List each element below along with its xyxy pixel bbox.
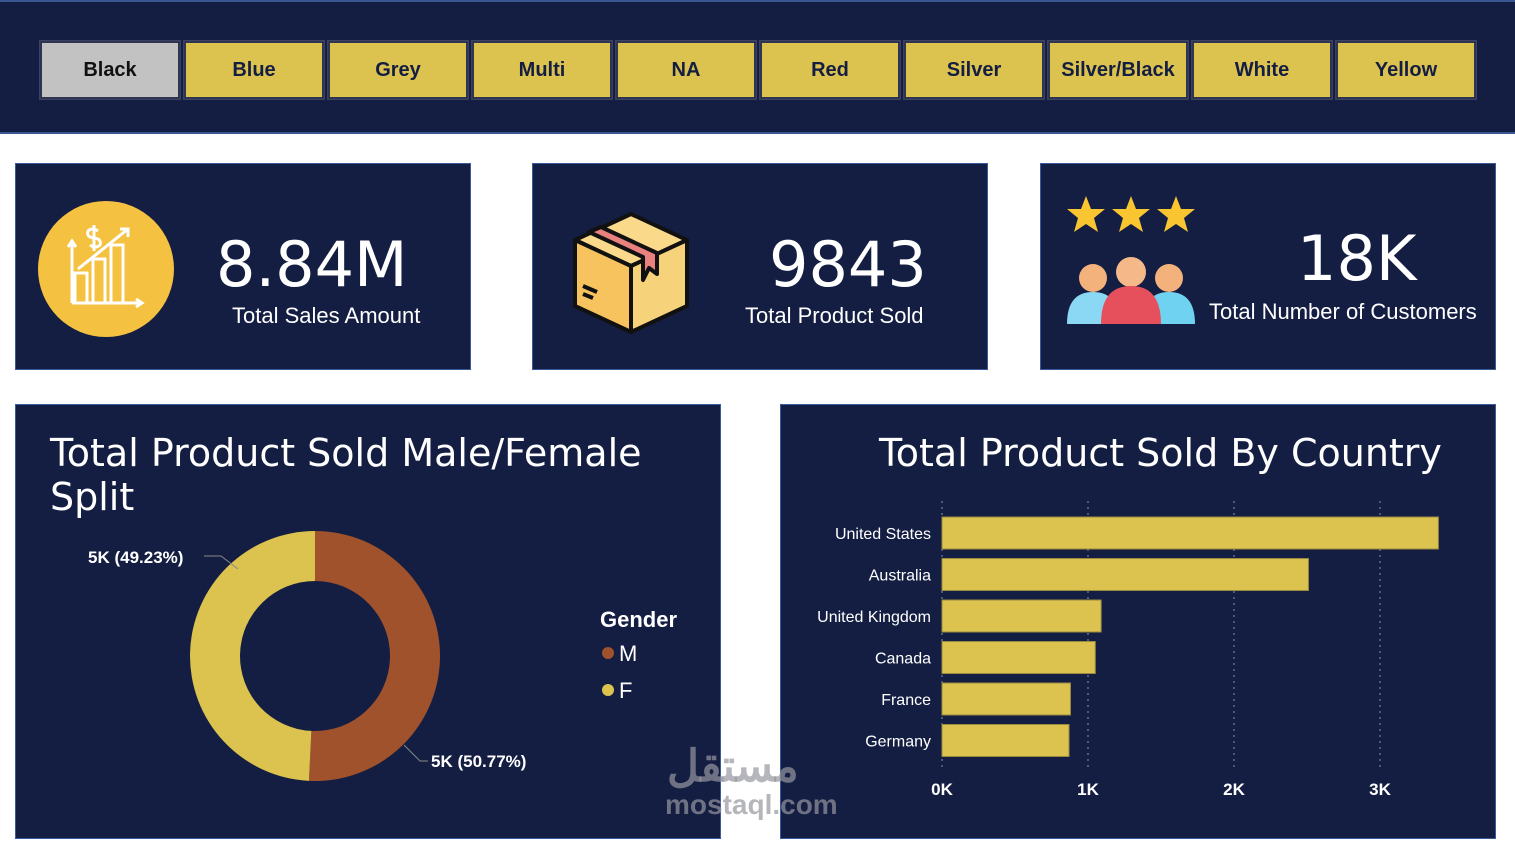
category-label: Australia [869,568,931,585]
bar-germany[interactable] [941,724,1070,757]
bar-canada[interactable] [941,641,1096,674]
country-bar-panel: Total Product Sold By Country 0K 1K 2K 3K Un… [780,404,1496,839]
chart-title: Total Product Sold By Country [879,431,1442,475]
donut-slice-f[interactable] [189,531,315,781]
kpi-value: 18K [1297,222,1417,295]
kpi-label: Total Sales Amount [232,303,421,328]
category-label: United States [835,526,931,543]
leader-line [403,744,428,762]
category-label: France [881,692,931,709]
kpi-label: Total Number of Customers [1209,299,1477,324]
x-tick-label: 3K [1369,780,1391,799]
sales-growth-icon [38,201,174,337]
slicer-option-grey[interactable]: Grey [327,40,469,100]
bar-united-kingdom[interactable] [941,599,1102,633]
data-label-m: 5K (50.77%) [431,752,526,771]
kpi-value: 9843 [769,228,927,301]
watermark: مستقل mostaql.com [665,742,838,821]
category-label: Canada [875,651,931,668]
color-slicer: Black Blue Grey Multi NA Red Silver Silver/Blac… [39,40,1477,100]
slicer-option-silver[interactable]: Silver [903,40,1045,100]
slicer-option-silver-black[interactable]: Silver/Black [1047,40,1189,100]
leader-line [204,555,239,570]
slicer-option-red[interactable]: Red [759,40,901,100]
x-tick-label: 1K [1077,780,1099,799]
kpi-card-customers: 18K Total Number of Customers [1040,163,1496,370]
gender-split-panel: Total Product Sold Male/Female Split 5K … [15,404,721,839]
color-filter-bar: Black Blue Grey Multi NA Red Silver Silver/Blac… [0,0,1515,134]
slicer-option-black[interactable]: Black [39,40,181,100]
bar-france[interactable] [941,682,1071,716]
slicer-option-multi[interactable]: Multi [471,40,613,100]
bar-chart: 0K 1K 2K 3K United States Australia United Kin… [817,501,1439,799]
package-box-icon [573,212,689,334]
slicer-option-blue[interactable]: Blue [183,40,325,100]
legend-label-m[interactable]: M [619,641,637,666]
legend-label-f[interactable]: F [619,678,632,703]
data-label-f: 5K (49.23%) [88,548,183,567]
x-tick-label: 2K [1223,780,1245,799]
category-label: United Kingdom [817,609,931,626]
legend-marker-m [602,647,614,659]
customers-stars-icon [1067,196,1195,324]
bar-australia[interactable] [941,558,1309,591]
legend-title: Gender [600,607,677,632]
slicer-option-white[interactable]: White [1191,40,1333,100]
chart-title: Total Product Sold Male/Female Split [50,431,642,519]
kpi-card-sales: 8.84M Total Sales Amount [15,163,471,370]
legend-marker-f [602,684,614,696]
kpi-card-products: 9843 Total Product Sold [532,163,988,370]
donut-chart: 5K (49.23%) 5K (50.77%) Gender M F [88,531,677,781]
kpi-value: 8.84M [216,228,408,301]
donut-slice-m[interactable] [308,531,440,781]
slicer-option-yellow[interactable]: Yellow [1335,40,1477,100]
x-tick-label: 0K [931,780,953,799]
category-label: Germany [865,734,931,751]
bar-united-states[interactable] [941,516,1439,550]
kpi-label: Total Product Sold [745,303,924,328]
slicer-option-na[interactable]: NA [615,40,757,100]
